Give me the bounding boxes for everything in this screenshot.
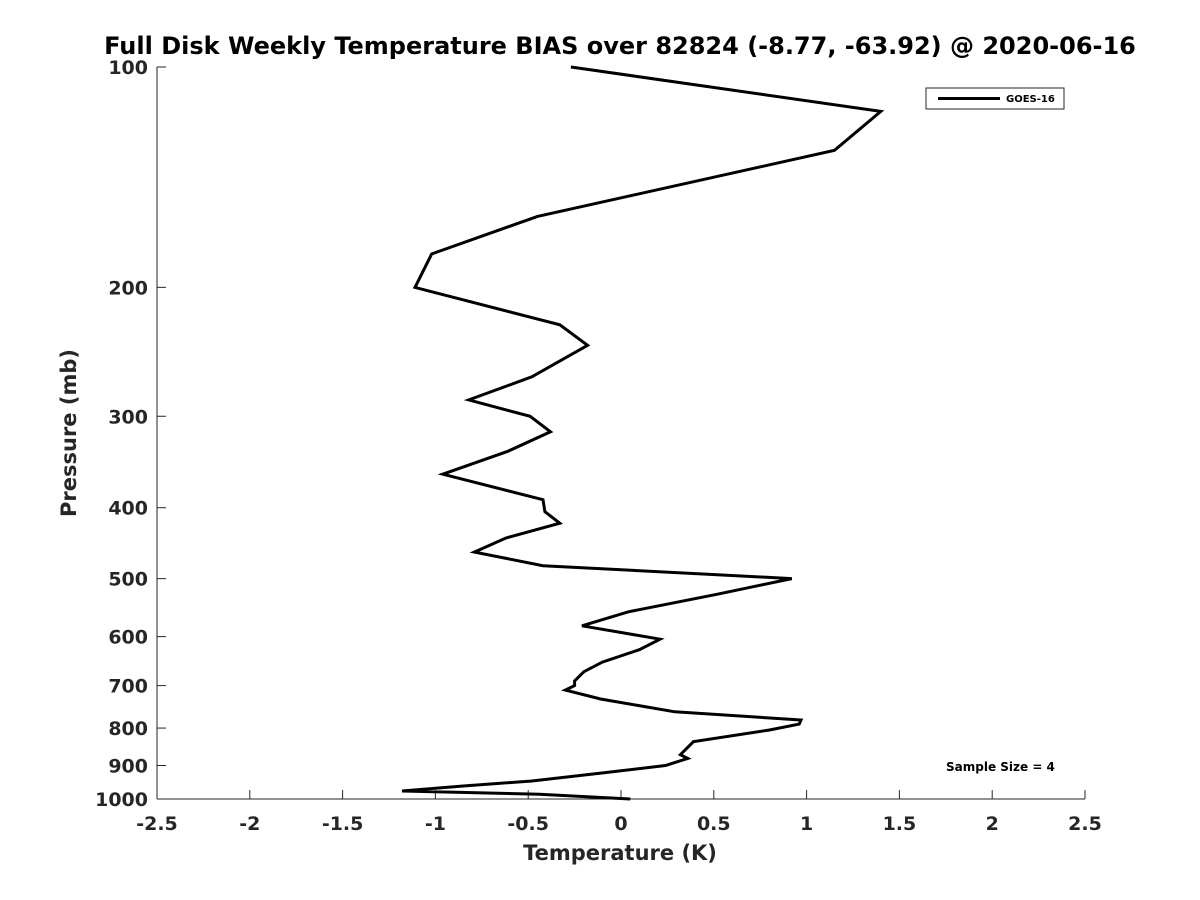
y-tick-label: 500 [108,569,148,591]
x-tick-label: -2 [239,813,260,835]
series-group [401,65,885,801]
y-tick-label: 400 [108,498,148,520]
y-tick-label: 800 [108,718,148,740]
y-tick-label: 600 [108,627,148,649]
axes: -2.5 -2 -1.5 -1 -0.5 0 0.5 1 1.5 2 2.5 100 200 300 400… [95,57,1102,835]
y-tick-label: 1000 [95,789,148,811]
x-tick-label: -1 [425,813,446,835]
x-axis-label: Temperature (K) [523,841,717,865]
y-tick-label: 200 [108,277,148,299]
x-tick-label: -0.5 [507,813,549,835]
y-tick-label: 900 [108,756,148,778]
y-tick-label: 100 [108,57,148,79]
legend-label: GOES-16 [1006,94,1055,105]
x-tick-label: 1.5 [883,813,917,835]
x-tick-label: -2.5 [136,813,178,835]
x-tick-label: 1 [800,813,813,835]
x-tick-label: 0 [614,813,627,835]
x-tick-label: -1.5 [322,813,364,835]
y-axis-label: Pressure (mb) [57,349,81,517]
legend: GOES-16 [925,87,1065,110]
x-tick-label: 2 [986,813,999,835]
series-line-goes-16 [401,65,885,801]
sample-size-annotation: Sample Size = 4 [946,760,1055,774]
x-tick-label: 2.5 [1068,813,1102,835]
chart-title: Full Disk Weekly Temperature BIAS over 8… [104,32,1136,60]
x-tick-label: 0.5 [697,813,731,835]
y-tick-label: 700 [108,676,148,698]
y-tick-label: 300 [108,406,148,428]
